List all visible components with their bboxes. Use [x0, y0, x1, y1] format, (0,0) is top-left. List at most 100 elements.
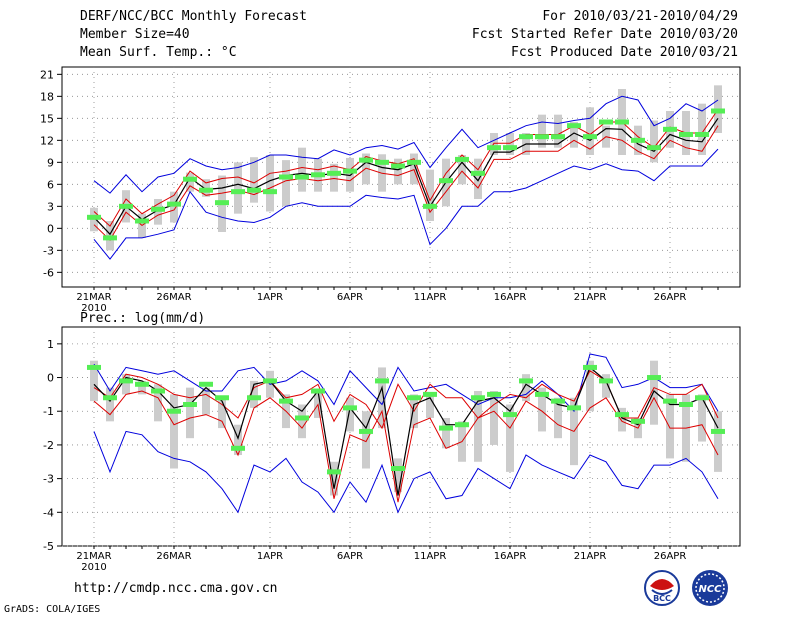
ncc-logo: NCC [692, 570, 728, 606]
ensemble-box [570, 122, 578, 148]
ensemble-box [266, 155, 274, 212]
ensemble-box [586, 107, 594, 155]
observation-marker [327, 170, 341, 176]
source-url: http://cmdp.ncc.cma.gov.cn [74, 581, 278, 596]
bcc-wave-icon [651, 589, 673, 595]
observation-marker [663, 398, 677, 404]
observation-marker [103, 395, 117, 401]
ensemble-box [202, 387, 210, 415]
ensemble-box [250, 380, 258, 408]
observation-marker [711, 428, 725, 434]
observation-marker [583, 364, 597, 370]
x-tick-label: 16APR [494, 551, 527, 562]
observation-marker [487, 391, 501, 397]
observation-marker [503, 145, 517, 151]
observation-marker [695, 131, 709, 137]
observation-marker [183, 401, 197, 407]
observation-marker [423, 391, 437, 397]
observation-marker [695, 395, 709, 401]
observation-marker [215, 395, 229, 401]
observation-marker [455, 422, 469, 428]
ensemble-box [650, 360, 658, 425]
observation-marker [631, 418, 645, 424]
forecast-produced-label: Fcst Produced Date 2010/03/21 [511, 45, 738, 60]
y-tick-label: -5 [43, 540, 54, 553]
ensemble-box [426, 169, 434, 221]
observation-marker [423, 203, 437, 209]
y-tick-label: -1 [43, 405, 54, 418]
observation-marker [247, 187, 261, 193]
ensemble-box [170, 394, 178, 469]
observation-marker [567, 123, 581, 129]
x-tick-label: 26MAR [156, 551, 191, 562]
ensemble-box [106, 387, 114, 422]
header-right: For 2010/03/21-2010/04/29 Fcst Started R… [472, 8, 738, 62]
ensemble-box [698, 103, 706, 155]
observation-marker [679, 131, 693, 137]
observation-marker [231, 445, 245, 451]
observation-marker [599, 378, 613, 384]
observation-marker [135, 381, 149, 387]
observation-marker [199, 381, 213, 387]
observation-marker [599, 119, 613, 125]
observation-marker [535, 391, 549, 397]
observation-marker [311, 388, 325, 394]
x-tick-label: 6APR [337, 292, 363, 303]
ensemble-box [554, 397, 562, 439]
x-tick-label: 26APR [654, 292, 687, 303]
observation-marker [663, 126, 677, 132]
ensemble-box [410, 153, 418, 185]
observation-marker [503, 412, 517, 418]
y-tick-label: 9 [47, 156, 54, 169]
precip-panel-title: Prec.: log(mm/d) [80, 311, 205, 326]
x-tick-label: 1APR [257, 292, 283, 303]
observation-marker [391, 163, 405, 169]
observation-marker [295, 174, 309, 180]
observation-marker [375, 159, 389, 165]
series-line-ens_lower [93, 390, 719, 503]
ensemble-box [378, 367, 386, 429]
ensemble-box [554, 114, 562, 148]
x-tick-label: 21APR [574, 551, 607, 562]
series-line-mean [93, 366, 719, 496]
observation-marker [263, 189, 277, 195]
ensemble-box [490, 391, 498, 445]
observation-marker [87, 364, 101, 370]
observation-marker [535, 134, 549, 140]
grads-credit: GrADS: COLA/IGES [4, 604, 101, 615]
y-tick-label: 15 [40, 112, 54, 125]
observation-marker [391, 466, 405, 472]
observation-marker [263, 378, 277, 384]
observation-marker [135, 218, 149, 224]
ensemble-box [234, 162, 242, 214]
y-tick-label: 18 [40, 90, 54, 103]
bcc-logo: BCC [644, 570, 680, 606]
ensemble-box [522, 374, 530, 402]
observation-marker [551, 134, 565, 140]
chart-main-title: DERF/NCC/BCC Monthly Forecast [80, 9, 307, 24]
x-tick-year-label: 2010 [81, 562, 106, 573]
observation-marker [295, 415, 309, 421]
series-line-max [93, 95, 719, 194]
observation-marker [551, 398, 565, 404]
ensemble-box [650, 120, 658, 163]
ensemble-box [90, 360, 98, 402]
ensemble-box [218, 397, 226, 429]
observation-marker [631, 137, 645, 143]
ensemble-box [426, 394, 434, 418]
observation-marker [711, 108, 725, 114]
ensemble-box [234, 424, 242, 456]
series-line-mean [93, 117, 719, 236]
ensemble-box [394, 158, 402, 185]
observation-marker [231, 189, 245, 195]
ensemble-box [586, 360, 594, 412]
x-tick-label: 1APR [257, 551, 283, 562]
x-tick-year-label: 2010 [81, 303, 106, 314]
ensemble-box [154, 199, 162, 225]
x-tick-label: 11APR [414, 292, 447, 303]
ensemble-box [362, 411, 370, 469]
observation-marker [487, 145, 501, 151]
observation-marker [215, 200, 229, 206]
series-line-ens_upper [93, 109, 719, 227]
